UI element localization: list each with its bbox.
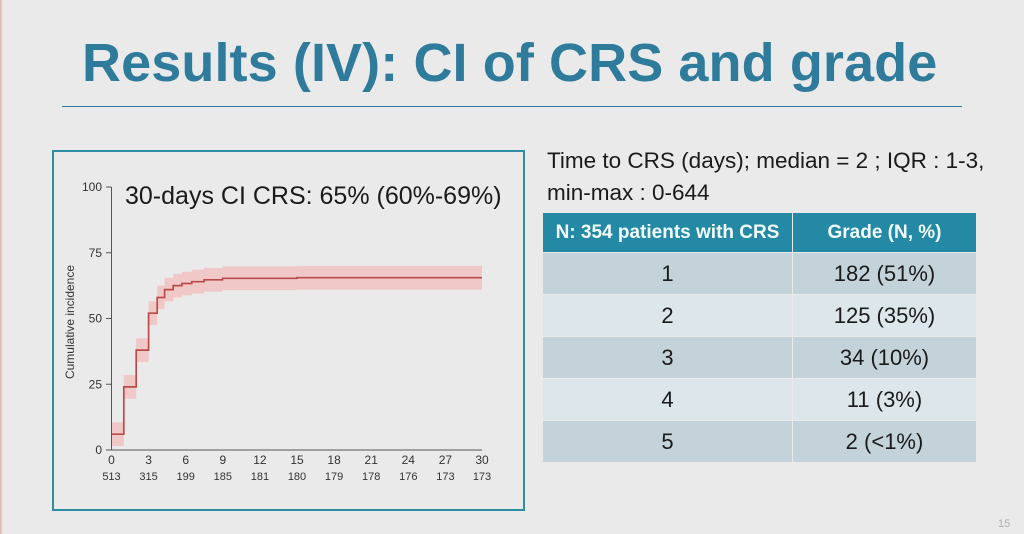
svg-text:3: 3 [145,453,152,467]
svg-text:30: 30 [475,453,489,467]
svg-text:178: 178 [362,471,380,483]
svg-text:15: 15 [290,453,304,467]
svg-text:Cumulative incidence: Cumulative incidence [63,265,77,379]
svg-text:50: 50 [89,312,103,326]
svg-text:21: 21 [365,453,379,467]
svg-text:18: 18 [327,453,341,467]
svg-text:315: 315 [139,471,157,483]
svg-text:173: 173 [473,471,491,483]
svg-text:9: 9 [219,453,226,467]
svg-text:185: 185 [214,471,232,483]
svg-text:6: 6 [182,453,189,467]
svg-text:181: 181 [251,471,269,483]
svg-text:24: 24 [402,453,416,467]
svg-text:199: 199 [177,471,195,483]
svg-text:179: 179 [325,471,343,483]
svg-text:27: 27 [439,453,453,467]
svg-text:176: 176 [399,471,417,483]
svg-text:0: 0 [95,443,102,457]
svg-text:513: 513 [102,471,120,483]
svg-text:173: 173 [436,471,454,483]
svg-text:180: 180 [288,471,306,483]
svg-text:25: 25 [89,377,103,391]
svg-text:75: 75 [89,246,103,260]
svg-text:0: 0 [108,453,115,467]
svg-text:12: 12 [253,453,267,467]
svg-text:100: 100 [82,180,102,194]
